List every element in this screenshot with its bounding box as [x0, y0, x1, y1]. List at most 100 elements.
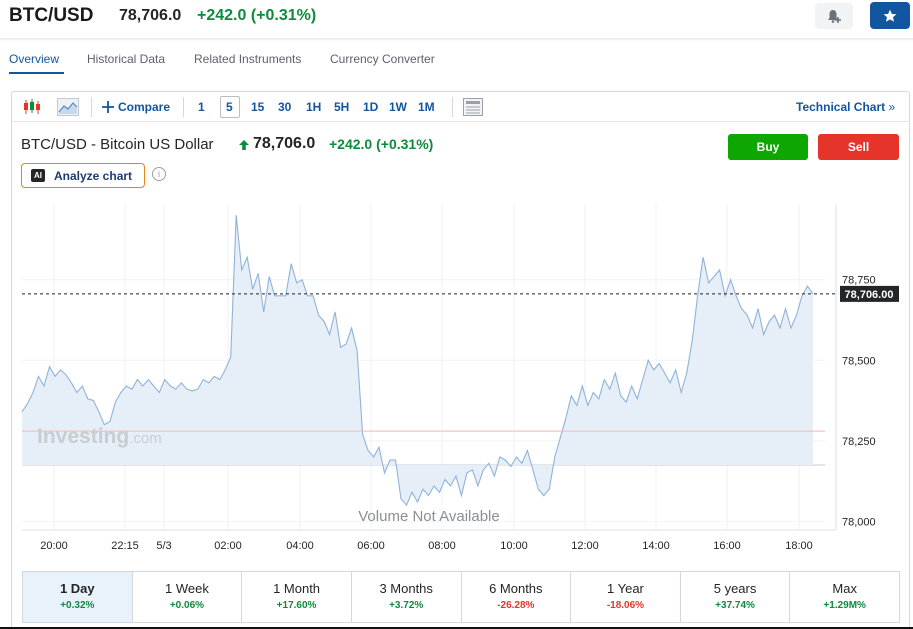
period-max[interactable]: Max +1.29M% [790, 572, 899, 622]
y-tick-label: 78,500 [842, 355, 876, 367]
y-tick-label: 78,750 [842, 275, 876, 287]
current-price-label: 78,706.00 [845, 289, 894, 301]
arrow-up-icon [239, 140, 249, 150]
period-change: +17.60% [276, 600, 317, 611]
interval-5h[interactable]: 5H [334, 100, 350, 114]
header-change: +242.0 (+0.31%) [197, 7, 317, 24]
period-1-year[interactable]: 1 Year -18.06% [571, 572, 681, 622]
info-icon[interactable]: i [152, 167, 166, 181]
bell-plus-icon [828, 10, 841, 23]
period-change: +0.06% [169, 600, 205, 611]
ai-icon: AI [31, 169, 45, 182]
tab-overview[interactable]: Overview [9, 52, 60, 66]
instrument-header: BTC/USD 78,706.0 +242.0 (+0.31%) [0, 0, 913, 38]
interval-1h[interactable]: 1H [306, 100, 322, 114]
x-tick-label: 04:00 [286, 540, 314, 552]
chart-overlays: 78,706.00 Investing.com Volume Not Availab… [22, 285, 899, 525]
period-1-day[interactable]: 1 Day +0.32% [23, 572, 133, 622]
x-tick-label: 06:00 [357, 540, 385, 552]
price-line [21, 215, 814, 507]
x-tick-label: 20:00 [40, 540, 68, 552]
alert-button[interactable] [815, 3, 853, 29]
interval-1d[interactable]: 1D [363, 100, 379, 114]
star-icon [883, 9, 897, 22]
candlestick-icon[interactable] [22, 98, 42, 116]
current-price-tag-bg [840, 285, 899, 302]
period-change: +0.32% [60, 600, 95, 611]
period-label: 1 Year [607, 581, 644, 596]
plus-icon [102, 101, 114, 113]
interval-1m[interactable]: 1M [418, 100, 435, 114]
period-change: +3.72% [389, 600, 424, 611]
period-label: 3 Months [379, 581, 433, 596]
period-6-months[interactable]: 6 Months -26.28% [462, 572, 572, 622]
double-chevron-right-icon: » [888, 100, 896, 114]
y-tick-label: 78,000 [842, 516, 876, 528]
active-tab-indicator [9, 72, 64, 74]
tab-historical-data[interactable]: Historical Data [87, 52, 166, 66]
page-edge [0, 627, 913, 629]
toolbar-divider [452, 97, 453, 117]
x-tick-label: 08:00 [428, 540, 456, 552]
period-change: +1.29M% [823, 600, 866, 611]
table-icon[interactable] [463, 98, 483, 116]
symbol-title: BTC/USD [9, 5, 94, 26]
period-label: 6 Months [489, 581, 543, 596]
interval-30[interactable]: 30 [278, 100, 292, 114]
chart-toolbar: Compare 1 5 15 30 1H 5H 1D 1W 1M Technic… [12, 92, 909, 122]
x-tick-label: 12:00 [571, 540, 599, 552]
tab-related-instruments[interactable]: Related Instruments [194, 52, 302, 66]
price-area-fill [22, 215, 813, 506]
interval-15[interactable]: 15 [251, 100, 265, 114]
technical-chart-link[interactable]: Technical Chart » [796, 100, 896, 114]
chart-price: 78,706.0 [253, 135, 316, 152]
period-1-week[interactable]: 1 Week +0.06% [133, 572, 243, 622]
interval-5[interactable]: 5 [226, 100, 233, 114]
analyze-chart-label: Analyze chart [54, 169, 133, 183]
period-change: -26.28% [497, 600, 535, 611]
interval-1[interactable]: 1 [198, 100, 205, 114]
x-tick-label: 22:15 [111, 540, 139, 552]
period-label: Max [832, 581, 857, 596]
chart-series [21, 215, 814, 507]
period-1-month[interactable]: 1 Month +17.60% [242, 572, 352, 622]
y-tick-label: 78,250 [842, 436, 876, 448]
period-3-months[interactable]: 3 Months +3.72% [352, 572, 462, 622]
period-5-years[interactable]: 5 years +37.74% [681, 572, 791, 622]
performance-periods: 1 Day +0.32% 1 Week +0.06% 1 Month +17.60% 3 M… [22, 571, 900, 623]
analyze-chart-button[interactable]: AI Analyze chart [21, 163, 145, 188]
buy-button[interactable]: Buy [728, 134, 808, 160]
compare-button[interactable]: Compare [118, 100, 171, 114]
sell-button[interactable]: Sell [818, 134, 899, 160]
current-price-tag: 78,706.00 [840, 285, 899, 302]
period-change: +37.74% [715, 600, 755, 611]
period-label: 1 Month [273, 581, 321, 596]
header-divider [0, 38, 913, 41]
area-chart-icon[interactable] [57, 98, 79, 116]
x-tick-label: 10:00 [500, 540, 528, 552]
investing-watermark: Investing.com [37, 425, 162, 448]
period-label: 5 years [713, 581, 757, 596]
header-price: 78,706.0 [119, 7, 182, 24]
volume-not-available-text: Volume Not Available [358, 508, 499, 525]
x-tick-label: 5/3 [156, 540, 171, 552]
period-change: -18.06% [606, 600, 645, 611]
interval-1w[interactable]: 1W [389, 100, 407, 114]
toolbar-divider [91, 97, 92, 117]
toolbar-divider [183, 97, 184, 117]
x-tick-label: 18:00 [785, 540, 813, 552]
y-axis: 78,750 78,500 78,250 78,000 [842, 275, 876, 529]
x-tick-label: 16:00 [713, 540, 741, 552]
price-chart[interactable]: 78,750 78,500 78,250 78,000 20:00 22:15 5/3 02… [12, 92, 909, 562]
x-tick-label: 02:00 [214, 540, 242, 552]
active-interval-outline [220, 96, 240, 118]
chart-panel: Compare 1 5 15 30 1H 5H 1D 1W 1M Technic… [11, 91, 910, 629]
x-tick-label: 14:00 [642, 540, 670, 552]
chart-title: BTC/USD - Bitcoin US Dollar [21, 136, 214, 153]
tab-currency-converter[interactable]: Currency Converter [330, 52, 435, 66]
x-axis: 20:00 22:15 5/3 02:00 04:00 06:00 08:00 10:00 12… [40, 540, 813, 552]
chart-change: +242.0 (+0.31%) [329, 136, 434, 152]
period-label: 1 Week [165, 581, 209, 596]
period-label: 1 Day [59, 581, 95, 596]
watchlist-button[interactable] [870, 2, 910, 29]
